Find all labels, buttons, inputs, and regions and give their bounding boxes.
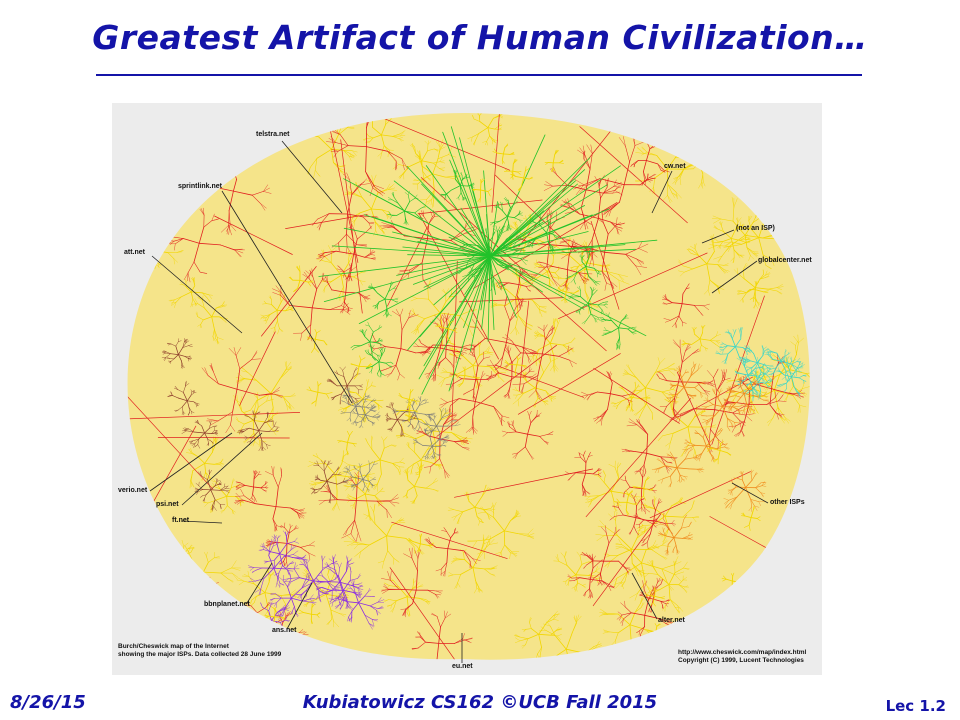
label-cw: cw.net [664,163,686,170]
label-alter: alter.net [658,617,685,624]
footer-course: Kubiatowicz CS162 ©UCB Fall 2015 [302,692,658,713]
footer-date: 8/26/15 [10,692,86,713]
title-underline [96,74,862,76]
label-verio: verio.net [118,487,148,494]
map-caption-right-line1: http://www.cheswick.com/map/index.html [678,649,807,656]
network-blob [127,113,810,660]
network-edges [127,113,810,660]
map-caption-left: Burch/Cheswick map of the Internet showi… [118,643,281,659]
label-ans: ans.net [272,627,297,634]
map-caption-right: http://www.cheswick.com/map/index.html C… [678,649,806,665]
map-caption-left-line1: Burch/Cheswick map of the Internet [118,643,229,650]
map-caption-left-line2: showing the major ISPs. Data collected 2… [118,651,282,659]
label-att: att.net [124,249,145,256]
slide-title: Greatest Artifact of Human Civilization… [92,18,868,57]
label-callout-lines [149,140,769,663]
label-sprintlink: sprintlink.net [178,183,222,190]
label-bbnplanet: bbnplanet.net [204,601,250,608]
label-psi: psi.net [156,501,179,508]
footer-lecture-number: Lec 1.2 [885,697,946,715]
label-telstra: telstra.net [256,131,290,138]
label-ft: ft.net [172,517,190,524]
internet-map-image: telstra.net sprintlink.net cw.net (not a… [112,103,822,675]
map-caption-right-line2: Copyright (C) 1999, Lucent Technologies [678,657,804,665]
label-eu: eu.net [452,663,473,670]
label-not-isp: (not an ISP) [736,225,775,232]
label-globalcenter: globalcenter.net [758,257,812,264]
label-other-isps: other ISPs [770,499,805,506]
internet-map-graphic [112,103,822,675]
